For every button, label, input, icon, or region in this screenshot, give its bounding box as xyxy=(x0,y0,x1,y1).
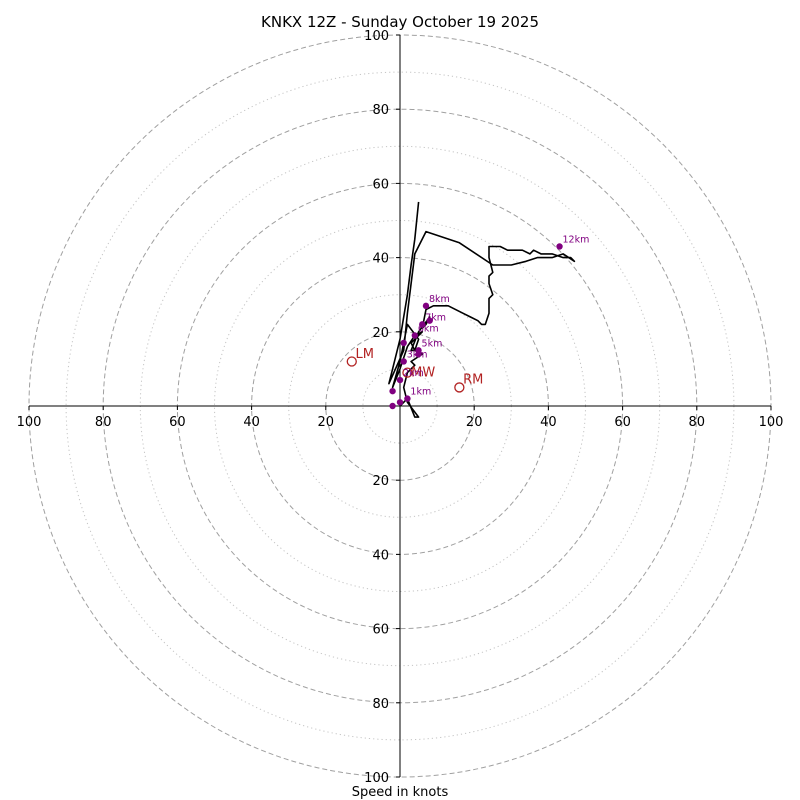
x-tick-label: 80 xyxy=(95,415,112,430)
y-tick-label: 80 xyxy=(372,103,389,118)
height-marker-label: 6km xyxy=(418,324,439,335)
x-axis-label: Speed in knots xyxy=(352,785,449,800)
storm-motion-lm-label: LM xyxy=(355,347,373,362)
x-tick-label: 80 xyxy=(689,415,706,430)
x-tick-label: 100 xyxy=(17,415,42,430)
height-marker-point xyxy=(411,332,419,339)
storm-motion-mw-label: MW xyxy=(411,365,435,380)
height-marker-point xyxy=(404,395,411,402)
storm-motion-mw-marker xyxy=(402,367,413,378)
height-marker-point xyxy=(400,358,407,365)
chart-title: KNKX 12Z - Sunday October 19 2025 xyxy=(261,13,539,31)
y-tick-label: 80 xyxy=(372,697,389,712)
height-marker-point xyxy=(419,321,426,328)
x-tick-label: 60 xyxy=(614,415,631,430)
height-marker-layer: 1km2km3km5km6km7km8km12km xyxy=(389,234,590,410)
height-marker-point xyxy=(389,387,396,395)
height-marker-point xyxy=(426,317,433,324)
y-tick-label: 60 xyxy=(372,623,389,638)
height-marker-point xyxy=(556,243,563,250)
storm-motion-rm-label: RM xyxy=(463,373,483,388)
storm-motion-lm-marker xyxy=(346,356,357,367)
x-tick-label: 60 xyxy=(169,415,186,430)
storm-motion-layer: LM MW RM xyxy=(346,347,483,393)
height-marker-point xyxy=(389,402,396,410)
y-tick-label: 40 xyxy=(372,548,389,563)
y-tick-label: 20 xyxy=(372,326,389,341)
axis-ticks: 100 100 100 100 80 80 80 80 60 60 60 60 40 40 40 40 20 20… xyxy=(17,29,784,786)
x-tick-label: 40 xyxy=(243,415,260,430)
height-marker-point xyxy=(422,302,430,310)
height-marker-point xyxy=(396,399,404,406)
height-marker-label: 5km xyxy=(422,338,443,349)
height-marker-label: 7km xyxy=(425,312,446,323)
height-marker-point xyxy=(400,339,407,347)
y-tick-label: 40 xyxy=(372,252,389,267)
height-marker-label: 8km xyxy=(429,294,450,305)
y-tick-label: 60 xyxy=(372,177,389,192)
x-tick-label: 20 xyxy=(466,415,483,430)
y-tick-label: 20 xyxy=(372,474,389,489)
height-marker-point xyxy=(415,347,422,354)
y-tick-label: 100 xyxy=(364,771,389,786)
storm-motion-rm-marker xyxy=(454,382,465,393)
hodograph-trace xyxy=(388,201,576,418)
y-tick-label: 100 xyxy=(364,29,389,44)
height-marker-label: 12km xyxy=(563,234,590,245)
x-tick-label: 100 xyxy=(759,415,784,430)
x-tick-label: 40 xyxy=(540,415,557,430)
x-tick-label: 20 xyxy=(318,415,335,430)
height-marker-label: 2km xyxy=(403,368,424,379)
hodograph-trace-layer xyxy=(388,201,576,418)
height-marker-label: 1km xyxy=(410,387,431,398)
height-marker-point xyxy=(396,376,404,384)
